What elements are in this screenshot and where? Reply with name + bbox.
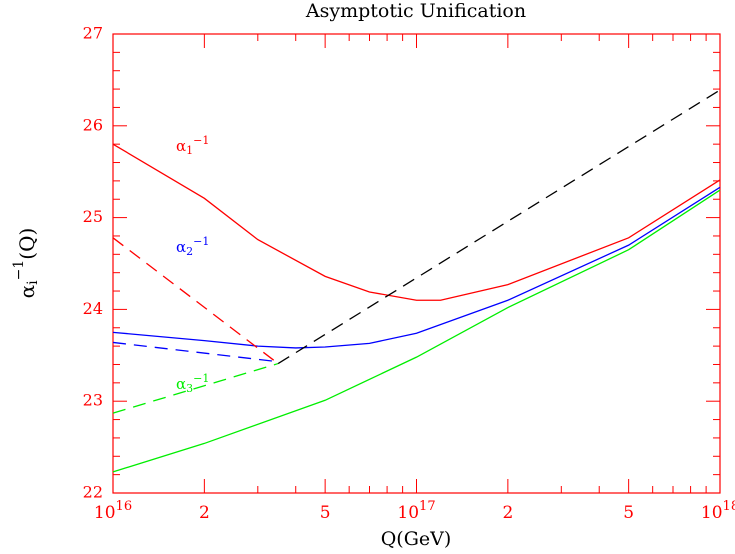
annotation-sup: −1 [193, 134, 209, 147]
x-tick-exponent: 16 [116, 499, 133, 514]
annotation: α2−1 [176, 235, 209, 258]
annotation: α1−1 [176, 134, 209, 157]
y-tick-label: 26 [83, 115, 103, 134]
chart-title: Asymptotic Unification [305, 0, 526, 22]
x-tick-base: 2 [502, 503, 513, 523]
x-tick-exponent: 17 [419, 499, 436, 514]
x-tick-base: 5 [320, 503, 331, 523]
x-tick-label: 2 [502, 503, 513, 523]
annotation-sub: 2 [186, 245, 193, 258]
x-tick-label: 1016 [94, 499, 132, 523]
annotation-sup: −1 [193, 235, 209, 248]
y-label-rest: (Q) [15, 228, 39, 260]
annotation-base: α [176, 137, 186, 155]
annotation-sub: 3 [186, 382, 193, 395]
x-tick-label: 1018 [701, 499, 735, 523]
y-axis-label: αi−1(Q) [11, 228, 41, 299]
line [112, 189, 721, 473]
line [112, 143, 721, 301]
y-tick-label: 24 [83, 299, 103, 318]
y-label-sup: −1 [11, 260, 27, 281]
x-tick-base: 10 [94, 503, 116, 523]
dashed-line [112, 362, 279, 414]
annotation-base: α [176, 238, 186, 256]
dashed-line [112, 341, 279, 363]
y-tick-label: 22 [83, 483, 103, 502]
x-tick-label: 5 [623, 503, 634, 523]
plot-frame [112, 33, 721, 494]
line [112, 186, 721, 349]
x-tick-base: 10 [701, 503, 723, 523]
x-axis-label: Q(GeV) [381, 528, 452, 550]
x-tick-base: 10 [397, 503, 419, 523]
y-label-sub: i [25, 280, 41, 285]
annotation: α3−1 [176, 372, 209, 395]
y-tick-label: 23 [83, 391, 103, 410]
annotation-sup: −1 [193, 372, 209, 385]
x-tick-label: 5 [320, 503, 331, 523]
x-tick-exponent: 18 [723, 499, 735, 514]
y-tick-label: 27 [83, 24, 103, 43]
dashed-line [112, 237, 279, 365]
annotation-sub: 1 [186, 144, 193, 157]
annotation-base: α [176, 375, 186, 393]
x-tick-label: 1017 [397, 499, 435, 523]
dashed-line [277, 89, 721, 365]
y-tick-label: 25 [83, 207, 103, 226]
x-tick-base: 5 [623, 503, 634, 523]
x-tick-base: 2 [199, 503, 210, 523]
x-tick-label: 2 [199, 503, 210, 523]
y-label-base: α [15, 285, 39, 299]
